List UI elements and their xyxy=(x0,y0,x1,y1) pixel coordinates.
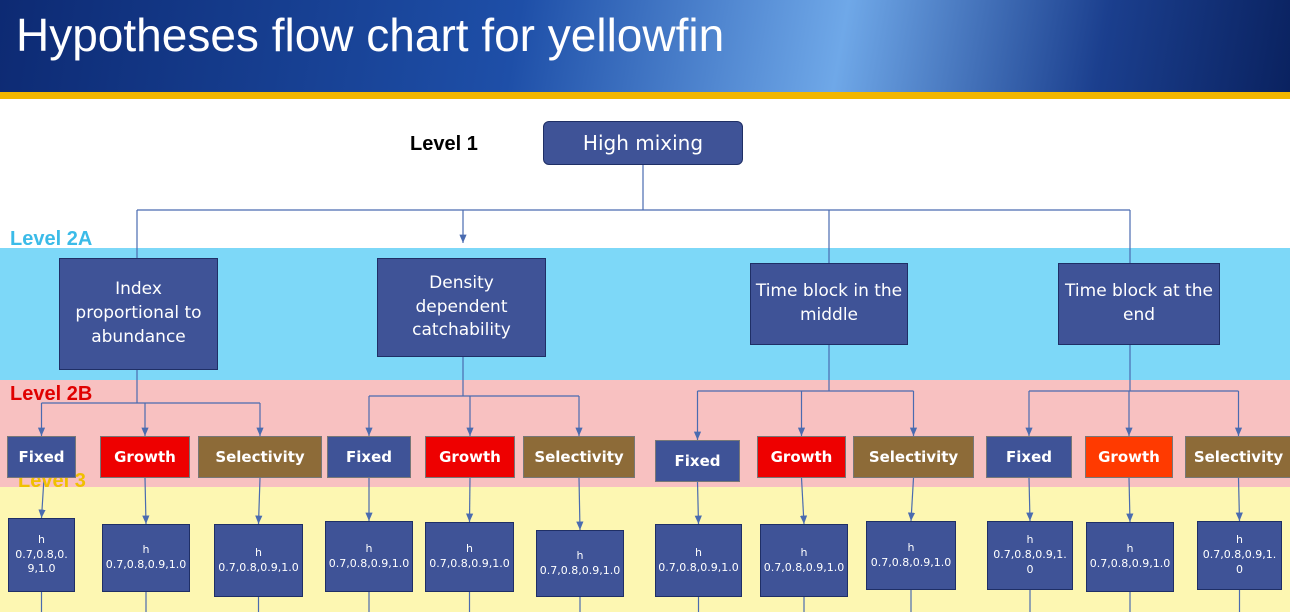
connector xyxy=(255,477,263,525)
node-values: 0.7,0.8,0.9,1.0 xyxy=(429,557,510,570)
node-label: h xyxy=(800,545,808,559)
level-label: Level 2A xyxy=(10,228,93,250)
connector xyxy=(142,477,150,525)
connector xyxy=(1126,477,1134,523)
connector xyxy=(694,481,702,525)
node-label: h xyxy=(1126,542,1134,556)
level-label: Level 2B xyxy=(10,383,93,405)
level-3-node: h 0.7,0.8,0.9,1.0 xyxy=(214,524,303,597)
node-label: h xyxy=(466,542,473,556)
level-2b-node: Selectivity xyxy=(198,436,322,478)
node-values: 0.7,0.8,0.9,1.0 xyxy=(105,558,187,571)
level-2b-node: Growth xyxy=(425,436,515,478)
connector xyxy=(907,477,916,522)
title-rule xyxy=(0,92,1290,99)
node-values: 0.7,0.8,0.9,1.0 xyxy=(539,563,621,577)
level-3-node: h 0.7,0.8,0.9,1.0 xyxy=(866,521,956,590)
node-values: 0.7,0.8,0.9,1.0 xyxy=(1202,548,1277,576)
connector xyxy=(799,477,808,525)
connector xyxy=(1235,477,1243,522)
level-3-node: h 0.7,0.8,0.9,1.0 xyxy=(425,522,514,592)
level-2b-node: Fixed xyxy=(327,436,411,478)
level-2a-node: Index proportional to abundance xyxy=(59,258,218,370)
connector xyxy=(465,477,474,523)
level-2b-node: Selectivity xyxy=(853,436,974,478)
node-label: h xyxy=(365,541,373,555)
title-banner xyxy=(0,0,1290,92)
node-label: h xyxy=(255,545,262,559)
connector xyxy=(576,477,584,531)
level-2b-node: Fixed xyxy=(7,436,76,478)
node-values: 0.7,0.8,0.9,1.0 xyxy=(328,556,410,570)
node-label: h xyxy=(142,543,150,557)
node-label: h xyxy=(1026,533,1034,547)
node-label: h xyxy=(1236,533,1243,547)
connector xyxy=(38,477,46,519)
node-values: 0.7,0.8,0.9,1.0 xyxy=(763,560,845,574)
node-values: 0.7,0.8,0.9,1.0 xyxy=(1089,557,1171,570)
level-2b-node: Growth xyxy=(757,436,846,478)
level-3-node: h 0.7,0.8,0.9,1.0 xyxy=(536,530,624,597)
level-2b-node: Selectivity xyxy=(523,436,635,478)
level-3-node: h 0.7,0.8,0.9,1.0 xyxy=(1086,522,1174,592)
level-3-node: h 0.7,0.8,0.9,1.0 xyxy=(760,524,848,597)
node-values: 0.7,0.8,0.9,1.0 xyxy=(870,555,952,569)
level-2a-node: Time block in the middle xyxy=(750,263,908,345)
root-node: High mixing xyxy=(543,121,743,165)
slide-title: Hypotheses flow chart for yellowfin xyxy=(16,9,725,61)
node-values: 0.7,0.8,0.9,1.0 xyxy=(658,560,739,574)
node-values: 0.7,0.8,0.9,1.0 xyxy=(15,547,68,576)
level-label: Level 1 xyxy=(410,133,478,155)
level-2a-node: Density dependent catchability xyxy=(377,258,546,357)
node-label: h xyxy=(695,545,702,559)
node-label: h xyxy=(907,540,915,554)
level-3-node: h 0.7,0.8,0.9,1.0 xyxy=(8,518,75,592)
level-2a-node: Time block at the end xyxy=(1058,263,1220,345)
node-label: h xyxy=(576,548,584,562)
level-2b-node: Fixed xyxy=(986,436,1072,478)
level-2b-node: Growth xyxy=(100,436,190,478)
level-3-node: h 0.7,0.8,0.9,1.0 xyxy=(102,524,190,592)
node-values: 0.7,0.8,0.9,1.0 xyxy=(993,548,1067,576)
level-3-node: h 0.7,0.8,0.9,1.0 xyxy=(1197,521,1282,590)
level-3-node: h 0.7,0.8,0.9,1.0 xyxy=(655,524,742,597)
level-3-node: h 0.7,0.8,0.9,1.0 xyxy=(987,521,1073,590)
node-label: h xyxy=(38,532,45,546)
level-3-node: h 0.7,0.8,0.9,1.0 xyxy=(325,521,413,592)
level-2b-node: Growth xyxy=(1085,436,1173,478)
level-2b-node: Fixed xyxy=(655,440,740,482)
node-values: 0.7,0.8,0.9,1.0 xyxy=(218,560,299,574)
level-2b-node: Selectivity xyxy=(1185,436,1290,478)
connector xyxy=(1026,477,1034,522)
